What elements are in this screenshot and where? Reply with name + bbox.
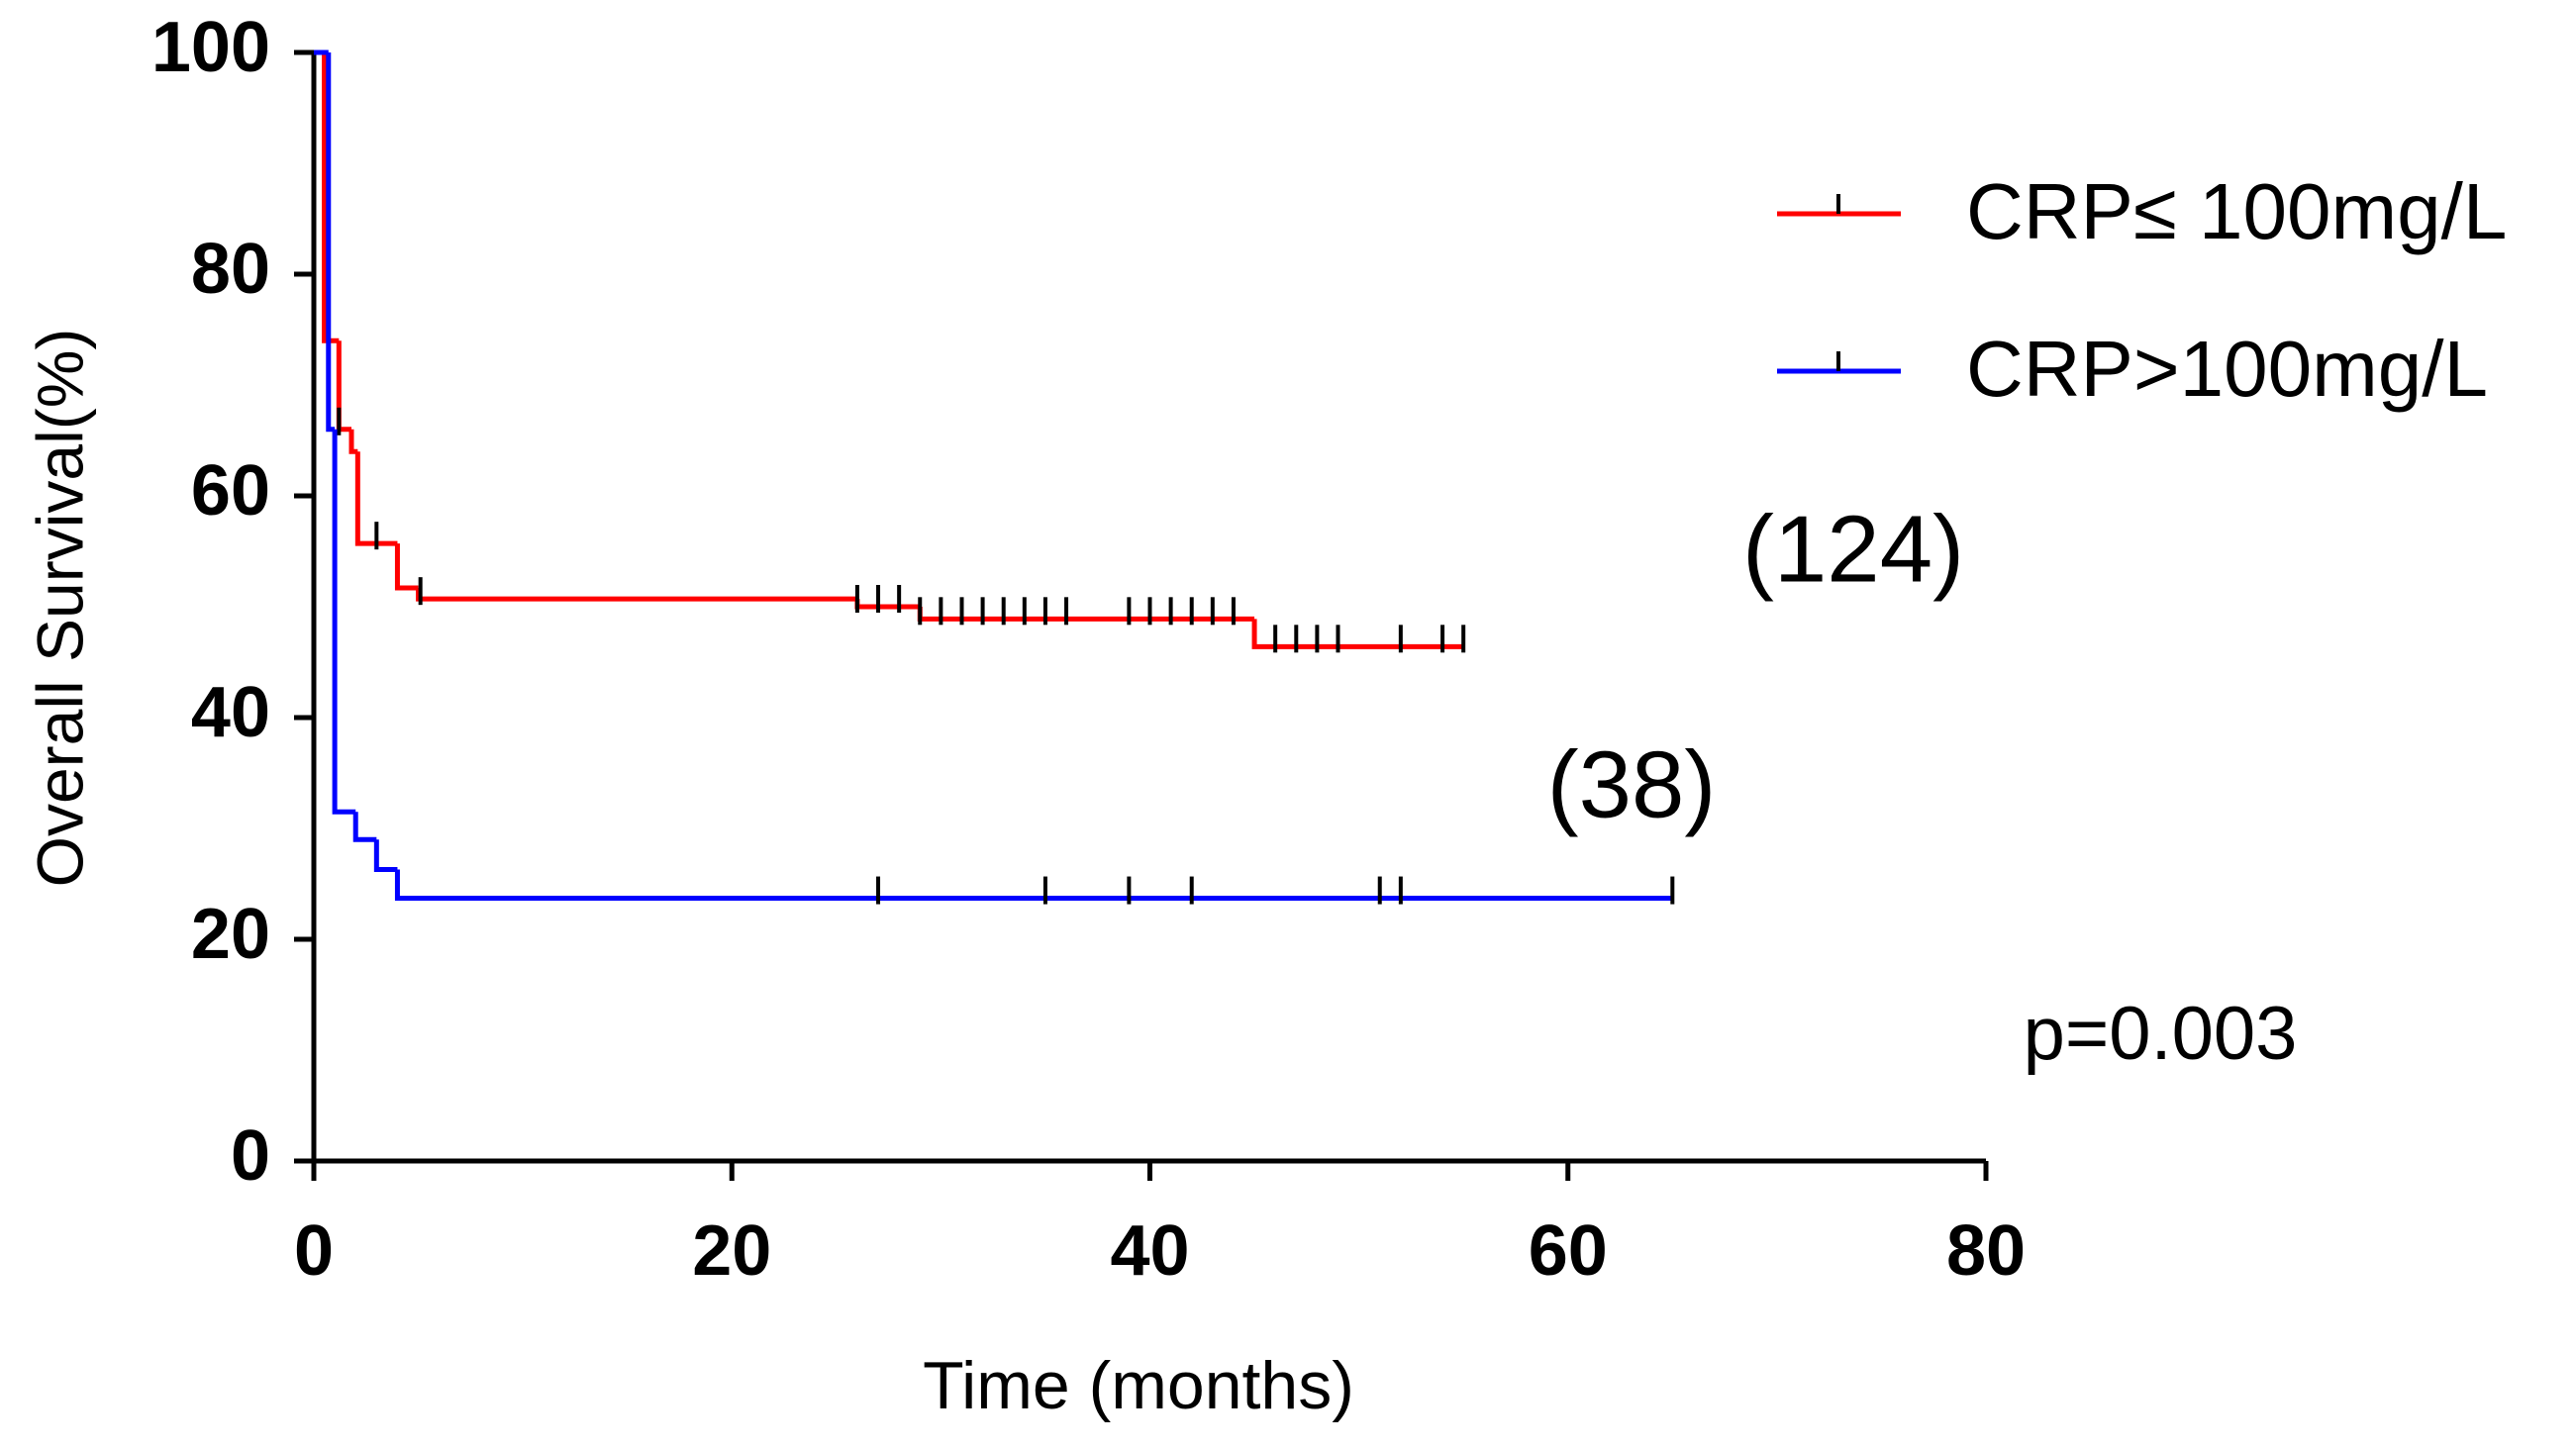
- survival-step: [326, 52, 336, 433]
- survival-step: [416, 587, 857, 602]
- survival-step: [1251, 619, 1464, 649]
- x-tick-label: 80: [1946, 1211, 2026, 1291]
- annotation: (124): [1742, 496, 1964, 602]
- x-tick-label: 0: [294, 1211, 334, 1291]
- survival-step: [322, 52, 340, 343]
- survival-step: [854, 599, 921, 610]
- y-tick-label: 80: [191, 230, 270, 309]
- survival-step: [394, 543, 419, 591]
- survival-step: [332, 429, 356, 815]
- y-tick-label: 40: [191, 673, 270, 752]
- y-tick-label: 20: [191, 895, 270, 974]
- legend-label: CRP>100mg/L: [1966, 325, 2488, 413]
- survival-step: [917, 607, 1255, 622]
- x-tick-label: 40: [1110, 1211, 1189, 1291]
- survival-step: [352, 812, 377, 842]
- survival-step: [394, 869, 1673, 902]
- y-tick-label: 100: [151, 8, 270, 87]
- y-tick-label: 0: [231, 1116, 270, 1196]
- annotation: p=0.003: [2024, 992, 2298, 1076]
- annotation: (38): [1547, 731, 1717, 837]
- x-tick-label: 20: [692, 1211, 771, 1291]
- y-axis-title: Overall Survival(%): [23, 329, 96, 888]
- x-axis-title: Time (months): [923, 1348, 1354, 1423]
- x-tick-label: 60: [1529, 1211, 1608, 1291]
- y-tick-label: 60: [191, 451, 270, 531]
- survival-step: [348, 429, 358, 454]
- survival-step: [354, 451, 398, 546]
- survival-step: [373, 839, 398, 872]
- legend-label: CRP≤ 100mg/L: [1966, 167, 2507, 255]
